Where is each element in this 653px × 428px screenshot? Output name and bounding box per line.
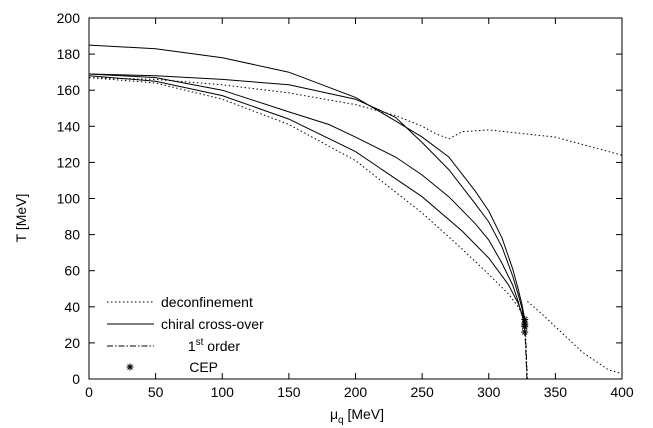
x-tick-label-6: 300 <box>477 384 501 400</box>
x-axis-title-sub: q <box>338 415 344 426</box>
series-line-dotted-2 <box>527 301 623 375</box>
legend-first-order-sup: st <box>196 337 204 348</box>
x-tick-label-3: 150 <box>277 384 301 400</box>
legend-first-order-num: 1 <box>188 338 196 354</box>
y-tick-label-4: 80 <box>64 227 80 243</box>
y-tick-label-10: 200 <box>57 10 81 26</box>
legend-swatch-cep <box>126 363 134 371</box>
x-tick-label-0: 0 <box>85 384 93 400</box>
y-axis-title: T [MeV] <box>13 194 29 243</box>
y-tick-label-1: 20 <box>64 335 80 351</box>
y-tick-label-2: 40 <box>64 299 80 315</box>
x-tick-label-5: 250 <box>410 384 434 400</box>
x-tick-label-4: 200 <box>344 384 368 400</box>
x-axis-title-main: μ <box>330 406 338 422</box>
x-axis-title-unit: [MeV] <box>344 406 384 422</box>
legend-label-first-order: 1st order <box>188 337 240 354</box>
y-tick-label-0: 0 <box>72 371 80 387</box>
legend-cep-star <box>126 363 134 371</box>
y-tick-label-6: 120 <box>57 154 81 170</box>
x-axis-ticks: 0 50 100 150 200 250 300 350 400 <box>85 18 634 400</box>
cep-marker-4 <box>521 328 529 336</box>
y-tick-label-9: 180 <box>57 46 81 62</box>
y-axis-ticks: 0 20 40 60 80 100 120 140 160 180 200 <box>57 10 622 387</box>
x-tick-label-8: 400 <box>610 384 634 400</box>
y-tick-label-8: 160 <box>57 82 81 98</box>
legend-label-cep: CEP <box>189 359 218 375</box>
cep-markers <box>521 315 529 336</box>
series-line-dotted-0 <box>88 77 623 156</box>
series-line-solid-3 <box>88 44 526 320</box>
series-line-dotted-1 <box>88 77 523 315</box>
legend-label-deconfinement: deconfinement <box>161 294 253 310</box>
x-tick-label-2: 100 <box>211 384 235 400</box>
legend: deconfinement chiral cross-over 1st orde… <box>107 294 264 375</box>
series-line-dashdot-8 <box>524 326 528 380</box>
x-tick-label-7: 350 <box>544 384 568 400</box>
y-tick-label-7: 140 <box>57 118 81 134</box>
legend-first-order-suffix: order <box>203 338 240 354</box>
series-line-solid-5 <box>88 73 526 326</box>
cep-marker-3 <box>521 323 529 331</box>
x-tick-label-1: 50 <box>148 384 164 400</box>
y-tick-label-3: 60 <box>64 263 80 279</box>
series-line-solid-4 <box>88 73 526 324</box>
y-tick-label-5: 100 <box>57 191 81 207</box>
x-axis-title: μq [MeV] <box>330 406 384 426</box>
series-line-solid-6 <box>88 75 526 327</box>
legend-label-chiral-cross-over: chiral cross-over <box>161 316 264 332</box>
plot-lines <box>88 44 623 380</box>
